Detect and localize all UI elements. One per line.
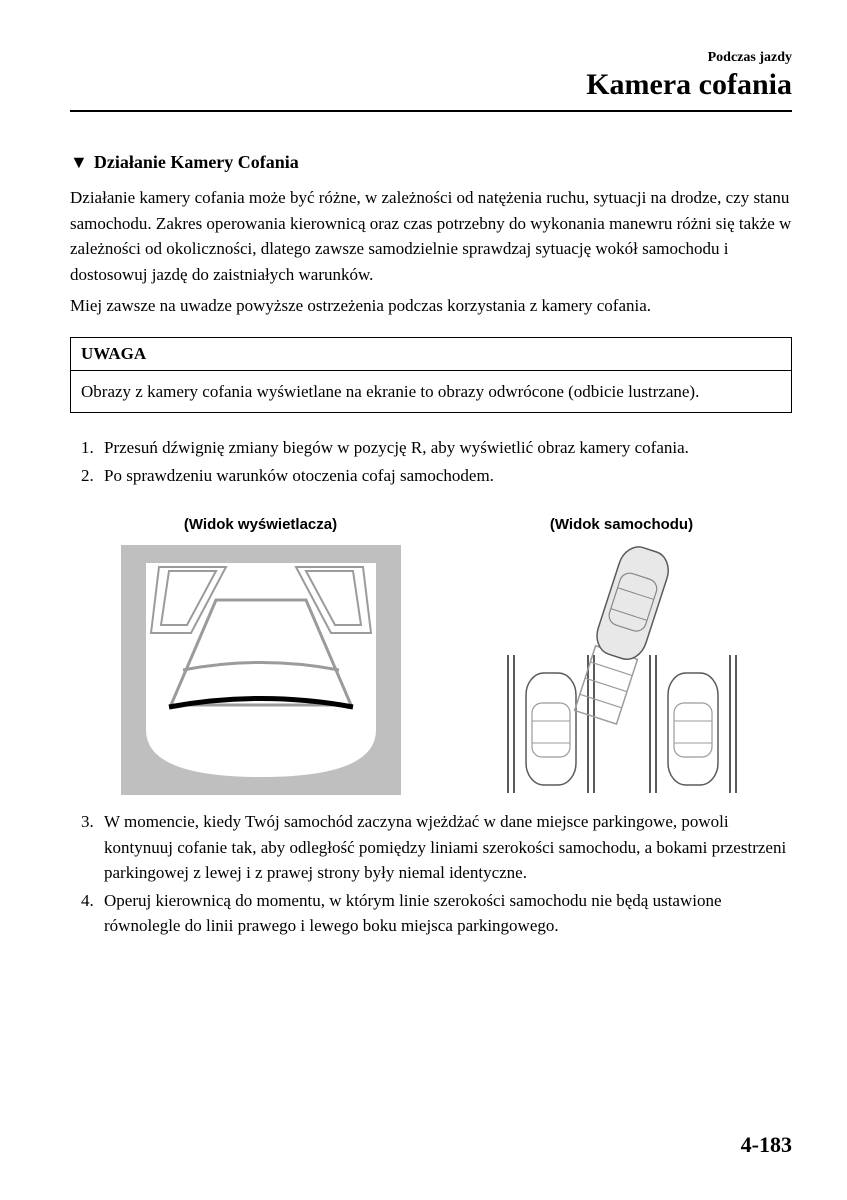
step-1: Przesuń dźwignię zmiany biegów w pozycję… bbox=[98, 435, 792, 461]
paragraph-2: Miej zawsze na uwadze powyższe ostrzeżen… bbox=[70, 293, 792, 319]
breadcrumb: Podczas jazdy bbox=[70, 50, 792, 66]
section-heading-text: Działanie Kamery Cofania bbox=[94, 152, 299, 172]
display-view-diagram: Sprawdź, czy wokół Ciebie jest bezpieczn… bbox=[121, 545, 401, 795]
overlay-line-1: Sprawdź, czy wokół Ciebie bbox=[184, 738, 336, 752]
steps-list: Przesuń dźwignię zmiany biegów w pozycję… bbox=[70, 435, 792, 488]
notice-text: Obrazy z kamery cofania wyświetlane na e… bbox=[71, 371, 791, 413]
page-header: Podczas jazdy Kamera cofania bbox=[70, 50, 792, 102]
parked-car-right-icon bbox=[668, 673, 718, 785]
vehicle-view-svg bbox=[502, 545, 742, 795]
step-4: Operuj kierownicą do momentu, w którym l… bbox=[98, 888, 792, 939]
header-rule bbox=[70, 110, 792, 112]
steps-list-continued: W momencie, kiedy Twój samochód zaczyna … bbox=[70, 809, 792, 939]
section-marker-icon: ▼ bbox=[70, 152, 88, 173]
page-title: Kamera cofania bbox=[70, 68, 792, 102]
diagram-vehicle-col: (Widok samochodu) bbox=[502, 516, 742, 795]
step-3: W momencie, kiedy Twój samochód zaczyna … bbox=[98, 809, 792, 886]
page-number: 4-183 bbox=[741, 1132, 792, 1158]
notice-box: UWAGA Obrazy z kamery cofania wyświetlan… bbox=[70, 337, 792, 414]
vehicle-view-diagram bbox=[502, 545, 742, 795]
step-2: Po sprawdzeniu warunków otoczenia cofaj … bbox=[98, 463, 792, 489]
paragraph-1: Działanie kamery cofania może być różne,… bbox=[70, 185, 792, 287]
parked-car-left-icon bbox=[526, 673, 576, 785]
notice-label: UWAGA bbox=[71, 338, 791, 371]
display-overlay-text: Sprawdź, czy wokół Ciebie jest bezpieczn… bbox=[121, 738, 401, 767]
diagrams-row: (Widok wyświetlacza) S bbox=[70, 516, 792, 795]
overlay-line-2: jest bezpiecznie bbox=[215, 753, 306, 767]
diagram-vehicle-label: (Widok samochodu) bbox=[550, 516, 693, 533]
diagram-display-label: (Widok wyświetlacza) bbox=[184, 516, 337, 533]
section-heading: ▼ Działanie Kamery Cofania bbox=[70, 152, 792, 173]
diagram-display-col: (Widok wyświetlacza) S bbox=[121, 516, 401, 795]
